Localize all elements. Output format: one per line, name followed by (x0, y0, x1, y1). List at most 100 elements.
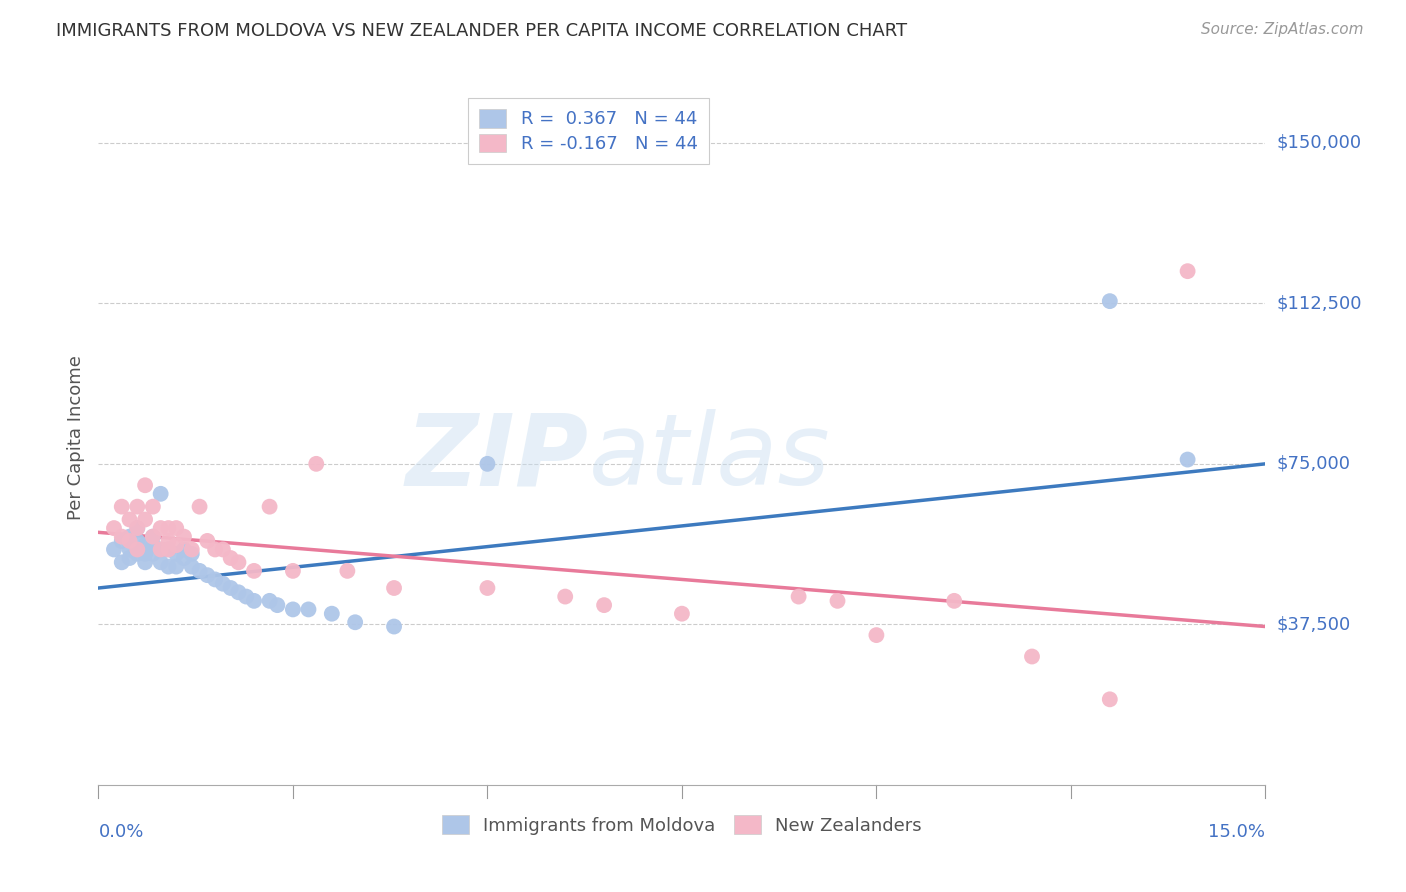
Point (165, 547, 187, 561)
Point (118, 512, 141, 526)
Point (344, 615, 367, 630)
Point (235, 590, 257, 604)
Point (157, 542, 180, 557)
Point (157, 533, 180, 548)
Point (173, 551, 195, 566)
Point (204, 542, 226, 557)
Point (111, 530, 134, 544)
Point (142, 538, 165, 552)
Point (671, 607, 693, 621)
Point (593, 598, 616, 612)
Point (212, 542, 235, 557)
Point (149, 542, 172, 557)
Legend: Immigrants from Moldova, New Zealanders: Immigrants from Moldova, New Zealanders (432, 805, 932, 846)
Point (157, 559, 180, 574)
Point (243, 564, 266, 578)
Point (180, 542, 202, 557)
Point (204, 573, 226, 587)
Point (149, 555, 172, 569)
Text: ZIP: ZIP (405, 409, 589, 507)
Text: IMMIGRANTS FROM MOLDOVA VS NEW ZEALANDER PER CAPITA INCOME CORRELATION CHART: IMMIGRANTS FROM MOLDOVA VS NEW ZEALANDER… (56, 22, 907, 40)
Point (118, 530, 141, 544)
Point (142, 547, 165, 561)
Point (165, 559, 187, 574)
Point (118, 551, 141, 566)
Text: Source: ZipAtlas.com: Source: ZipAtlas.com (1201, 22, 1364, 37)
Point (103, 542, 125, 557)
Point (134, 547, 156, 561)
Point (142, 530, 165, 544)
Point (173, 542, 195, 557)
Point (212, 576, 235, 591)
Point (297, 602, 319, 616)
Text: $75,000: $75,000 (1277, 455, 1351, 473)
Point (134, 478, 156, 492)
Point (1177, 452, 1199, 467)
Point (382, 619, 405, 633)
Point (281, 564, 304, 578)
Point (219, 551, 242, 566)
Point (477, 581, 499, 595)
Point (1098, 294, 1121, 309)
Point (188, 500, 211, 514)
Point (259, 594, 281, 608)
Point (228, 555, 250, 569)
Point (149, 521, 172, 535)
Point (157, 542, 180, 557)
Point (180, 559, 202, 574)
Point (165, 538, 187, 552)
Point (1177, 264, 1199, 278)
Point (827, 594, 849, 608)
Text: 0.0%: 0.0% (98, 823, 143, 841)
Point (127, 547, 149, 561)
Point (118, 542, 141, 557)
Point (865, 628, 887, 642)
Point (943, 594, 966, 608)
Point (266, 598, 288, 612)
Point (1098, 692, 1121, 706)
Point (142, 530, 165, 544)
Point (180, 547, 202, 561)
Point (111, 555, 134, 569)
Point (281, 602, 304, 616)
Point (173, 530, 195, 544)
Text: $37,500: $37,500 (1277, 615, 1351, 633)
Point (165, 521, 187, 535)
Point (127, 521, 149, 535)
Point (554, 590, 576, 604)
Point (134, 512, 156, 526)
Point (243, 594, 266, 608)
Point (103, 521, 125, 535)
Point (134, 538, 156, 552)
Point (382, 581, 405, 595)
Point (127, 533, 149, 548)
Point (188, 564, 211, 578)
Text: $150,000: $150,000 (1277, 134, 1361, 152)
Point (477, 457, 499, 471)
Point (149, 487, 172, 501)
Point (228, 585, 250, 599)
Text: 15.0%: 15.0% (1208, 823, 1265, 841)
Point (142, 500, 165, 514)
Text: $112,500: $112,500 (1277, 294, 1362, 312)
Point (127, 500, 149, 514)
Point (219, 581, 242, 595)
Point (111, 500, 134, 514)
Point (195, 533, 218, 548)
Point (127, 521, 149, 535)
Point (127, 542, 149, 557)
Point (305, 457, 328, 471)
Point (149, 542, 172, 557)
Point (118, 533, 141, 548)
Point (787, 590, 810, 604)
Point (336, 564, 359, 578)
Point (259, 500, 281, 514)
Point (134, 555, 156, 569)
Point (157, 521, 180, 535)
Point (1021, 649, 1043, 664)
Text: atlas: atlas (589, 409, 830, 507)
Y-axis label: Per Capita Income: Per Capita Income (66, 355, 84, 519)
Point (321, 607, 343, 621)
Point (111, 533, 134, 548)
Point (195, 568, 218, 582)
